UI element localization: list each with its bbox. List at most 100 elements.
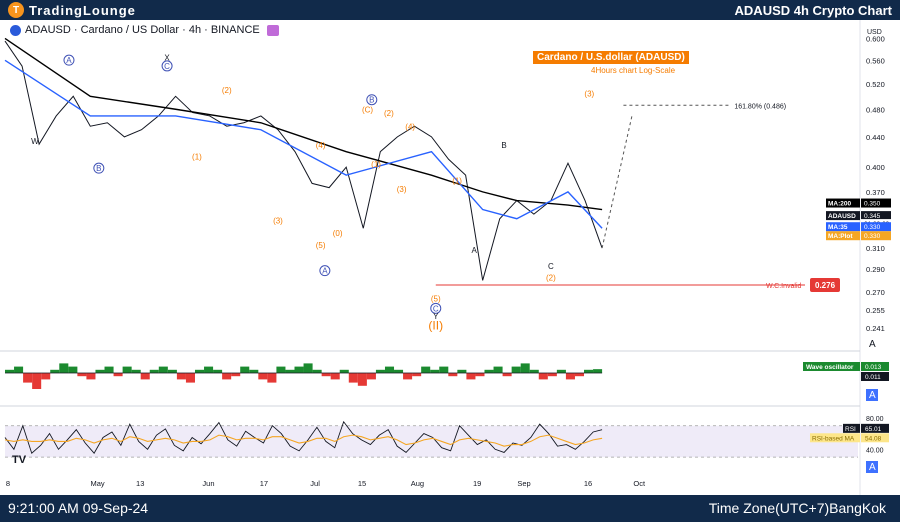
wave-label: (2) [222, 86, 232, 95]
symbol-text: ADAUSD · Cardano / US Dollar · 4h · BINA… [25, 24, 260, 36]
wave-label: (0) [333, 229, 343, 238]
wave-label: B [369, 96, 374, 105]
rsi-tick-label: 80.00 [866, 416, 884, 423]
wave-label: C [164, 62, 170, 71]
wave-label: C [433, 304, 439, 313]
x-tick-label: 15 [358, 479, 366, 488]
oscillator-bar [204, 366, 214, 373]
rsi-ma-tag-box [810, 433, 860, 443]
oscillator-bar [574, 373, 585, 377]
wave-label-circle [161, 60, 173, 72]
oscillator-bar [565, 373, 575, 380]
target-level-label: 161.80% (0.486) [734, 103, 786, 110]
invalidation-value-box [810, 277, 840, 292]
y-tick-label: 0.241 [866, 324, 885, 333]
oscillator-bar [213, 369, 223, 373]
symbol-info: ADAUSD · Cardano / US Dollar · 4h · BINA… [10, 24, 279, 36]
wave-label: X [164, 53, 170, 62]
rsi-ma-value-box [861, 433, 889, 443]
oscillator-bar [32, 373, 42, 389]
x-tick-label: 19 [473, 479, 481, 488]
y-tick-label: 0.440 [866, 133, 885, 142]
wave-label: (1) [192, 152, 202, 161]
price-tag-label: MA:35 [828, 224, 848, 231]
oscillator-bar [285, 369, 295, 373]
oscillator-bar [122, 366, 132, 373]
oscillator-bar [5, 369, 15, 373]
oscillator-bar [448, 373, 458, 377]
y-tick-label: 0.520 [866, 80, 885, 89]
oscillator-bar [421, 366, 431, 373]
chart-title: Cardano / U.S.dollar (ADAUSD) [533, 51, 689, 64]
oscillator-bar [584, 369, 594, 373]
rsi-scale-button-bg[interactable] [866, 461, 878, 473]
oscillator-bar [41, 373, 51, 380]
y-tick-label: 0.370 [866, 188, 885, 197]
oscillator-bar [538, 373, 548, 380]
rsi-ma-value: 54.08 [865, 435, 882, 442]
wave-label: (C) [362, 106, 373, 115]
rsi-scale-button-label: A [869, 462, 876, 473]
oscillator-bar [14, 366, 24, 373]
wave-label: A [66, 56, 72, 65]
oscillator-scale-button-bg[interactable] [866, 389, 878, 401]
y-tick-label: 0.255 [866, 306, 885, 315]
wave-label: A [471, 246, 477, 255]
wave-label: (2) [384, 109, 394, 118]
price-scale-auto-button: A [869, 339, 876, 350]
rsi-value: 65.01 [865, 426, 882, 433]
timezone-label: Time Zone(UTC+7)BangKok [708, 500, 886, 516]
wave-label: B [501, 141, 506, 150]
price-tag-label: MA:Plot [828, 233, 853, 240]
oscillator-bar [493, 366, 503, 373]
wave-label: W [31, 137, 39, 146]
oscillator-bar [312, 369, 322, 373]
oscillator-bar [547, 373, 557, 377]
oscillator-value-box [861, 362, 889, 371]
chart-subtitle: 4Hours chart Log-Scale [591, 66, 676, 75]
price-tag-label-box [826, 198, 860, 208]
invalidation-label: W.C.Invalid [766, 283, 802, 290]
oscillator-bar [104, 366, 114, 373]
price-tag-value-box [861, 211, 891, 221]
price-tag-label: MA:200 [828, 201, 852, 208]
rsi-ma-tag-label: RSI-based MA [812, 435, 855, 442]
wave-label: (1) [452, 176, 462, 185]
wave-label: B [96, 164, 101, 173]
series-line-ma-35 [4, 59, 603, 229]
oscillator-tag-label: Wave oscillator [806, 364, 854, 371]
price-tag-value: 0.350 [864, 201, 881, 208]
oscillator-bar [167, 369, 177, 373]
brand-name: TradingLounge [29, 2, 136, 18]
y-tick-label: 0.290 [866, 265, 885, 274]
wave-label-circle [319, 265, 331, 277]
price-tag-label: ADAUSD [828, 213, 856, 220]
x-tick-label: Jun [202, 479, 214, 488]
price-tag-label-box [826, 211, 860, 221]
indicator-badge-icon[interactable] [266, 24, 279, 36]
oscillator-bar [466, 373, 476, 380]
oscillator-bar [68, 366, 78, 373]
wave-label-circle [430, 302, 442, 314]
oscillator-bar [276, 366, 286, 373]
wave-label: (1) [371, 160, 381, 169]
price-tag-value-box [861, 222, 891, 232]
oscillator-bar [303, 363, 313, 373]
oscillator-bar [403, 373, 413, 380]
wave-label: Y [433, 312, 439, 321]
price-tag-value: 0.330 [864, 233, 881, 240]
oscillator-bar [267, 373, 277, 383]
rsi-value-box [861, 423, 889, 433]
oscillator-scale-button-label: A [869, 390, 876, 401]
oscillator-bar [511, 366, 521, 373]
oscillator-tag-box [803, 362, 860, 371]
oscillator-bar [457, 369, 467, 373]
wave-label-circle [63, 54, 75, 66]
oscillator-bar [249, 369, 259, 373]
oscillator-bar [529, 369, 539, 373]
oscillator-bar [113, 373, 123, 377]
header-bar: T TradingLounge ADAUSD 4h Crypto Chart [0, 0, 900, 20]
oscillator-bar [222, 373, 232, 380]
timestamp: 9:21:00 AM 09-Sep-24 [8, 500, 149, 516]
logo-icon: T [8, 2, 24, 18]
